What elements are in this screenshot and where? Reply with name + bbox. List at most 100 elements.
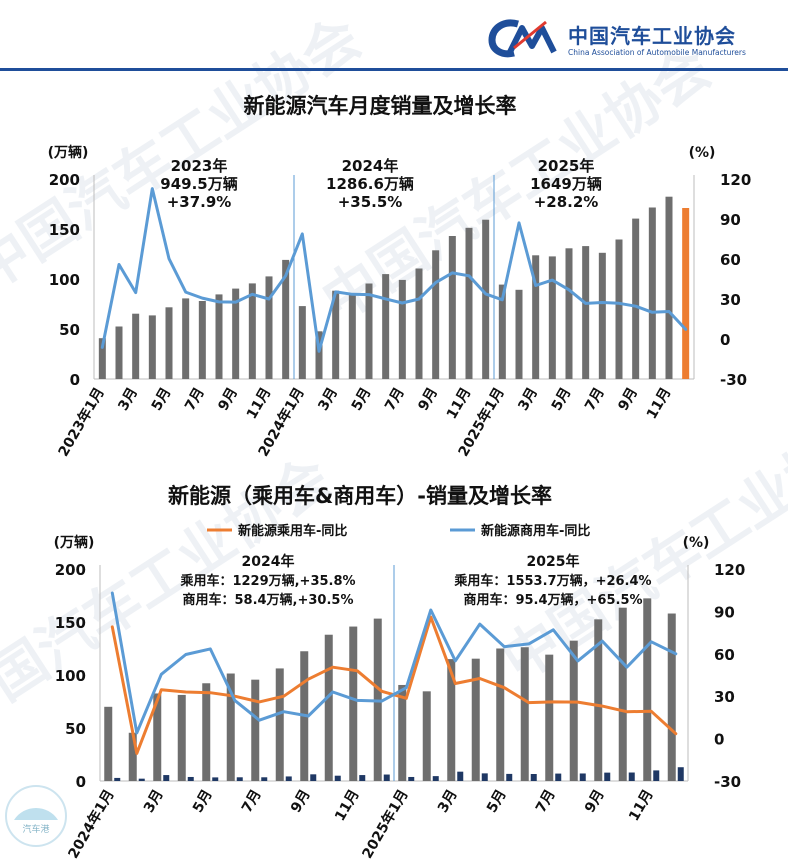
legend-label-commercial: 新能源商用车-同比 [481, 523, 590, 539]
bar [496, 648, 505, 781]
bar [163, 775, 170, 781]
bar [643, 598, 652, 781]
y-right-tick-label: 30 [720, 291, 741, 309]
bar [382, 274, 390, 379]
annotation-growth: +37.9% [167, 193, 232, 211]
bar [334, 775, 341, 781]
y-left-tick-label: 100 [49, 271, 80, 289]
bar [215, 294, 223, 379]
x-tick-label: 7月 [533, 787, 559, 816]
annotation-commercial: 商用车：58.4万辆,+30.5% [182, 592, 353, 608]
bar [471, 658, 480, 781]
bar [532, 255, 540, 379]
bar [667, 613, 676, 781]
bar [104, 706, 113, 781]
bar [482, 219, 490, 379]
bar [365, 283, 373, 379]
bar [298, 306, 306, 379]
bar [548, 256, 556, 379]
y-right-tick-label: 90 [714, 603, 735, 621]
bar [422, 691, 431, 781]
y-left-tick-label: 200 [49, 171, 80, 189]
y-left-tick-label: 0 [76, 773, 86, 791]
bar [359, 775, 366, 781]
bar [515, 289, 523, 379]
bar [248, 283, 256, 379]
org-name-en: China Association of Automobile Manufact… [568, 48, 746, 57]
bar [594, 619, 603, 781]
y-left-tick-label: 150 [49, 221, 80, 239]
bar [148, 315, 156, 379]
annotation-year: 2024年 [242, 553, 295, 570]
y-right-tick-label: 120 [714, 561, 745, 579]
bar [598, 252, 606, 379]
annotation-growth: +28.2% [534, 193, 599, 211]
x-tick-label: 3月 [141, 787, 167, 816]
bar [153, 693, 162, 781]
bar [383, 774, 390, 781]
bar [465, 227, 473, 379]
bar [349, 626, 358, 781]
bar [198, 301, 206, 379]
x-tick-label: 3月 [435, 787, 461, 816]
x-tick-label: 5月 [190, 787, 216, 816]
bar [555, 773, 562, 781]
bar [132, 313, 140, 379]
bar [115, 326, 123, 379]
bar [648, 207, 656, 379]
y-left-tick-label: 0 [70, 371, 80, 389]
bar [408, 776, 415, 781]
annotation-passenger: 乘用车：1553.7万辆，+26.4% [453, 573, 651, 589]
annotation-total: 1649万辆 [530, 175, 602, 193]
annotation-year: 2025年 [538, 157, 595, 175]
bar [498, 284, 506, 379]
bar [520, 647, 529, 781]
x-tick-label: 9月 [582, 787, 608, 816]
y-right-tick-label: 120 [720, 171, 751, 189]
bar [315, 331, 323, 379]
bar [569, 640, 578, 781]
bar [506, 773, 513, 781]
bar [332, 290, 340, 379]
x-tick-label: 5月 [484, 787, 510, 816]
y-left-tick-label: 150 [55, 614, 86, 632]
annotation-year: 2023年 [171, 157, 228, 175]
annotation-total: 949.5万辆 [160, 175, 237, 193]
bar [545, 654, 554, 781]
bar [665, 196, 673, 379]
bar [653, 770, 660, 781]
bar [114, 777, 121, 781]
y-left-unit-label: (万辆) [48, 144, 89, 161]
series-line [110, 591, 678, 735]
bar [481, 773, 488, 781]
y-right-tick-label: 0 [714, 731, 724, 749]
bar [604, 772, 611, 781]
bar [615, 239, 623, 379]
annotation-total: 1286.6万辆 [326, 175, 414, 193]
bar [165, 307, 173, 379]
y-right-tick-label: 90 [720, 211, 741, 229]
bar [275, 668, 284, 781]
bar [432, 250, 440, 379]
cama-logo-icon [488, 19, 557, 58]
bar [677, 767, 684, 781]
y-right-tick-label: 30 [714, 688, 735, 706]
bar [177, 694, 186, 781]
bar [448, 236, 456, 379]
bar [632, 218, 640, 379]
annotation-growth: +35.5% [338, 193, 403, 211]
chart2-title: 新能源（乘用车&商用车）-销量及增长率 [167, 484, 553, 508]
bar [251, 679, 260, 781]
bar [348, 294, 356, 379]
annotation-commercial: 商用车：95.4万辆，+65.5% [463, 592, 642, 608]
y-right-tick-label: 0 [720, 331, 730, 349]
bar [187, 776, 194, 781]
y-left-tick-label: 200 [55, 561, 86, 579]
bar [226, 673, 235, 781]
bar [415, 268, 423, 379]
x-tick-label: 11月 [626, 787, 657, 824]
chart1-title: 新能源汽车月度销量及增长率 [243, 94, 517, 118]
bar [128, 732, 137, 781]
